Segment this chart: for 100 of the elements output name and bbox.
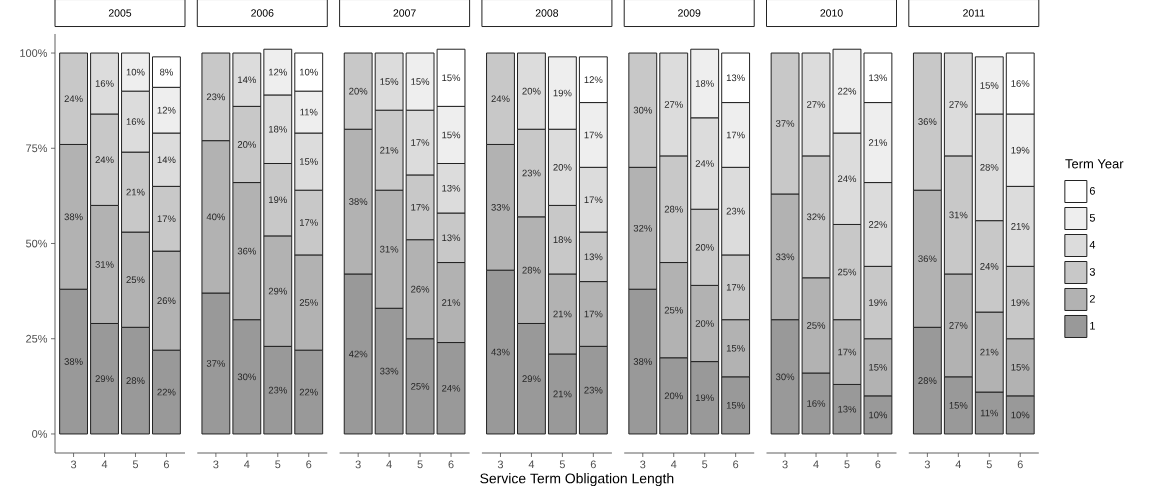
chart-title: 2005 <box>108 9 132 17</box>
data-label: 31% <box>949 211 968 219</box>
x-tick-label: 5 <box>702 460 708 469</box>
y-tick-label: 100% <box>20 49 48 57</box>
data-label: 28% <box>126 377 145 384</box>
data-label: 21% <box>380 146 399 154</box>
data-label: 15% <box>442 131 461 139</box>
legend-title: Term Year <box>1065 159 1124 169</box>
data-label: 10% <box>869 411 888 419</box>
data-label: 10% <box>299 68 318 76</box>
x-tick-label: 3 <box>924 460 930 469</box>
data-label: 22% <box>157 388 176 396</box>
x-tick-label: 3 <box>213 460 219 469</box>
data-label: 23% <box>206 93 225 101</box>
data-label: 16% <box>95 80 114 87</box>
data-label: 36% <box>918 255 937 263</box>
x-tick-label: 5 <box>559 460 565 469</box>
x-tick-label: 6 <box>590 460 596 469</box>
legend-label: 1 <box>1090 321 1095 330</box>
data-label: 38% <box>64 358 83 365</box>
legend-label: 2 <box>1089 294 1095 303</box>
data-label: 15% <box>726 402 745 409</box>
data-label: 21% <box>553 390 572 398</box>
data-label: 15% <box>949 402 968 409</box>
data-label: 27% <box>807 101 826 108</box>
y-tick-label: 25% <box>26 334 48 343</box>
x-tick-label: 6 <box>306 460 312 469</box>
data-label: 22% <box>868 221 888 228</box>
data-label: 31% <box>380 245 399 253</box>
data-label: 23% <box>268 386 287 394</box>
x-axis-title: Service Term Obligation Length <box>480 473 674 487</box>
data-label: 38% <box>349 198 368 205</box>
x-tick-label: 4 <box>955 460 962 469</box>
x-tick-label: 5 <box>275 460 281 469</box>
data-label: 21% <box>553 310 572 318</box>
data-label: 24% <box>64 95 83 103</box>
x-tick-label: 3 <box>355 460 361 469</box>
data-label: 36% <box>237 247 256 255</box>
data-label: 33% <box>380 367 399 375</box>
x-tick-label: 4 <box>101 460 108 469</box>
data-label: 15% <box>980 82 999 89</box>
data-label: 23% <box>584 386 603 394</box>
x-tick-label: 3 <box>640 460 646 469</box>
data-label: 14% <box>157 156 176 164</box>
data-label: 18% <box>553 236 572 244</box>
data-label: 30% <box>237 373 256 381</box>
data-label: 17% <box>157 215 176 223</box>
data-label: 24% <box>695 160 714 167</box>
data-label: 19% <box>1011 146 1030 154</box>
data-label: 19% <box>269 196 287 204</box>
data-label: 12% <box>584 76 603 84</box>
data-label: 22% <box>837 87 857 95</box>
data-label: 29% <box>95 375 114 383</box>
x-tick-label: 6 <box>1017 460 1023 469</box>
data-label: 19% <box>695 394 714 402</box>
data-label: 13% <box>442 184 461 192</box>
data-label: 13% <box>726 74 745 82</box>
data-label: 21% <box>442 299 461 306</box>
legend-label: 3 <box>1089 267 1095 276</box>
data-label: 15% <box>411 78 430 85</box>
data-label: 17% <box>726 284 745 291</box>
data-label: 17% <box>411 139 430 146</box>
data-label: 24% <box>442 384 461 392</box>
data-label: 42% <box>348 350 368 358</box>
data-label: 19% <box>553 89 572 97</box>
data-label: 18% <box>269 125 287 133</box>
data-label: 36% <box>918 118 937 125</box>
data-label: 19% <box>1011 299 1030 306</box>
data-label: 11% <box>300 108 318 116</box>
data-label: 22% <box>299 388 318 396</box>
data-label: 12% <box>157 106 176 114</box>
y-tick-label: 0% <box>32 430 48 438</box>
y-tick-label: 75% <box>26 144 48 153</box>
data-label: 16% <box>126 118 145 125</box>
x-tick-label: 4 <box>528 460 535 469</box>
data-label: 29% <box>268 287 287 295</box>
data-label: 24% <box>95 156 114 164</box>
data-label: 25% <box>837 268 857 276</box>
data-label: 37% <box>206 360 225 367</box>
data-label: 20% <box>522 87 541 95</box>
chart-title: 2006 <box>251 9 274 17</box>
data-label: 43% <box>491 348 510 356</box>
data-label: 20% <box>664 392 683 400</box>
data-label: 32% <box>806 213 826 221</box>
data-label: 17% <box>584 196 603 204</box>
x-tick-label: 6 <box>733 460 739 469</box>
x-tick-label: 3 <box>782 460 788 469</box>
data-label: 28% <box>664 205 683 213</box>
data-label: 38% <box>64 213 83 221</box>
data-label: 33% <box>491 203 510 211</box>
data-label: 15% <box>299 158 318 165</box>
data-label: 32% <box>633 224 652 232</box>
data-label: 27% <box>664 101 683 108</box>
data-label: 17% <box>726 131 745 139</box>
x-tick-label: 6 <box>448 460 454 469</box>
y-tick-label: 50% <box>25 239 48 248</box>
legend-label: 6 <box>1089 186 1095 195</box>
data-label: 10% <box>1011 411 1030 419</box>
data-label: 17% <box>838 348 857 356</box>
data-label: 26% <box>411 285 430 293</box>
